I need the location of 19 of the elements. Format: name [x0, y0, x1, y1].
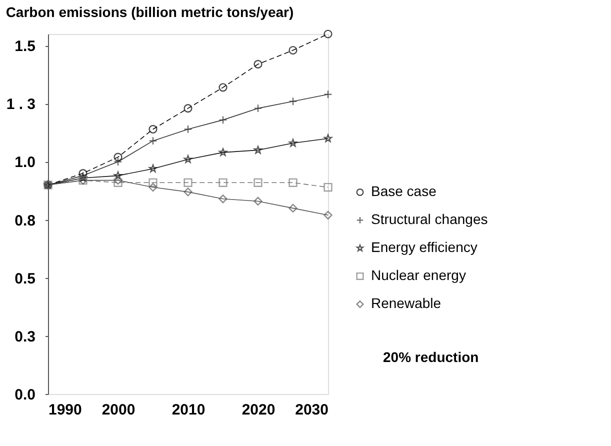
x-tick-label: 1990 — [48, 402, 82, 418]
x-tick-label: 2000 — [102, 402, 136, 418]
x-tick-label: 2030 — [295, 402, 328, 418]
y-tick-label: 1.5 — [14, 38, 36, 56]
y-tick-label: 1.0 — [14, 154, 36, 172]
y-tick-label: 0.3 — [14, 328, 36, 346]
y-tick-label: 0.0 — [14, 386, 36, 404]
text: 20% reduction — [383, 349, 479, 366]
y-tick-label: 0.8 — [14, 212, 36, 230]
legend-label: Base case — [371, 183, 437, 200]
x-tick-label: 2020 — [242, 402, 276, 418]
legend-label: Structural changes — [371, 211, 488, 228]
y-tick-label: 1 . 3 — [6, 96, 36, 114]
chart-title: Carbon emissions (billion metric tons/year) — [6, 4, 294, 20]
legend-label: Energy efficiency — [371, 239, 478, 256]
legend-label: Nuclear energy — [371, 267, 466, 284]
y-tick-label: 0.5 — [14, 270, 36, 288]
legend-label: Renewable — [371, 295, 442, 312]
x-tick-label: 2010 — [172, 402, 206, 418]
